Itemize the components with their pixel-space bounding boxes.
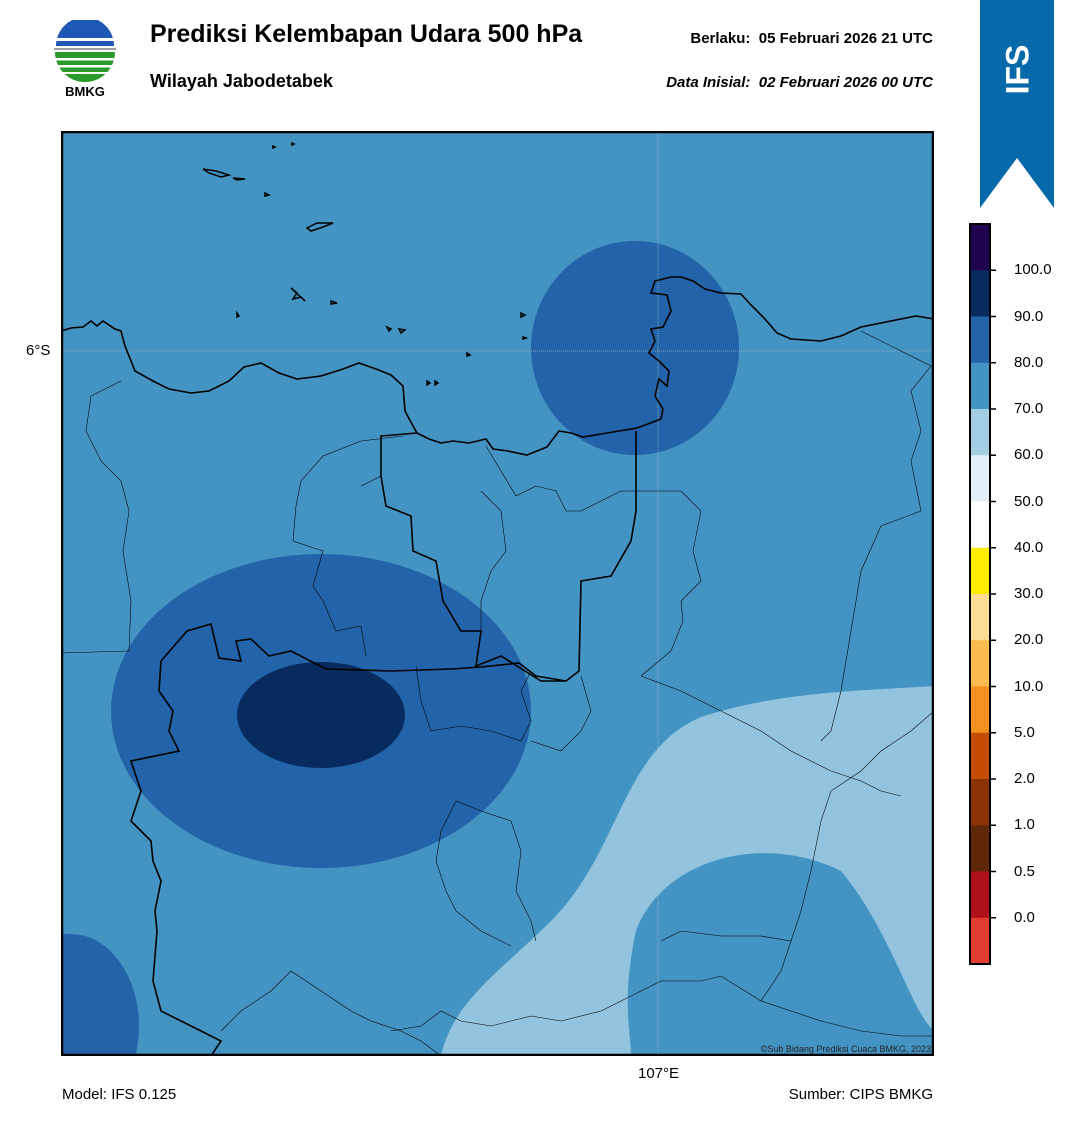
colorbar-segment (970, 455, 990, 502)
colorbar-tick-label: 50.0 (1014, 492, 1044, 510)
colorbar-segment (970, 594, 990, 641)
island (434, 379, 440, 387)
init-time: Data Inisial: 02 Februari 2026 00 UTC (666, 74, 933, 91)
regency-boundary (292, 435, 404, 657)
island (232, 177, 246, 181)
regency-boundary (61, 380, 132, 654)
colorbar-tick-label: 0.0 (1014, 908, 1035, 926)
model-info: Model: IFS 0.125 (62, 1086, 177, 1103)
colorbar-segment (970, 270, 990, 317)
island (291, 141, 296, 147)
island (522, 335, 529, 341)
regency-boundary (480, 490, 507, 631)
province-boundary (380, 431, 637, 682)
colorbar-segment (970, 547, 990, 595)
colorbar-segment (970, 871, 990, 919)
colorbar-segment (970, 686, 990, 734)
map-title: Prediksi Kelembapan Udara 500 hPa (150, 20, 583, 48)
colorbar-tick-label: 70.0 (1014, 400, 1044, 417)
colorbar-segment (970, 316, 990, 364)
map-frame (60, 130, 935, 1057)
valid-value: 05 Februari 2026 21 UTC (758, 30, 933, 47)
regency-boundary (640, 675, 902, 797)
colorbar-segment (970, 640, 990, 687)
humidity-field-80-90-corner (61, 934, 139, 1056)
bmkg-logo-icon (54, 17, 116, 82)
colorbar-segment (970, 779, 990, 826)
regency-boundary (370, 1020, 442, 1056)
colorbar-segment (970, 224, 990, 271)
coastline (61, 276, 934, 456)
colorbar-tick-label: 100.0 (1014, 261, 1052, 279)
regency-boundary (760, 710, 934, 1002)
humidity-field-80-90-northeast (531, 241, 739, 455)
island (202, 168, 232, 178)
island (290, 287, 306, 302)
colorbar-tick-label: 20.0 (1014, 631, 1044, 649)
logo-text: BMKG (65, 84, 105, 99)
colorbar-tick-label: 5.0 (1014, 723, 1035, 741)
regency-boundary (415, 665, 532, 742)
colorbar-segment (970, 409, 990, 456)
regency-boundary (390, 1010, 602, 1032)
colorbar-tick-label: 80.0 (1014, 353, 1044, 371)
map-subtitle: Wilayah Jabodetabek (150, 71, 333, 91)
island (466, 351, 472, 358)
model-ribbon: IFS (980, 0, 1054, 208)
island (264, 191, 272, 197)
colorbar-segment (970, 362, 990, 410)
island (520, 311, 527, 319)
init-value: 02 Februari 2026 00 UTC (758, 74, 933, 91)
valid-time: Berlaku: 05 Februari 2026 21 UTC (690, 30, 933, 47)
colorbar-tick-label: 2.0 (1014, 770, 1035, 787)
colorbar-tick-label: 90.0 (1014, 307, 1044, 325)
regency-boundary (455, 800, 537, 942)
province-boundary-west (129, 660, 223, 1056)
colorbar (968, 222, 1028, 967)
regency-boundary (360, 475, 382, 487)
colorbar-tick-label: 1.0 (1014, 816, 1035, 834)
colorbar-segment (970, 732, 990, 780)
island (385, 325, 393, 333)
island (330, 299, 338, 305)
regency-boundary (600, 975, 762, 1012)
humidity-field-90-100 (237, 662, 405, 768)
init-label: Data Inisial: (666, 74, 751, 91)
island (305, 222, 334, 232)
bmkg-logo: BMKG (52, 17, 118, 102)
regency-boundary (660, 930, 792, 942)
colorbar-tick-label: 40.0 (1014, 538, 1044, 556)
latitude-label: 6°S (26, 342, 51, 359)
colorbar-tick-label: 0.5 (1014, 862, 1035, 880)
island (426, 379, 432, 387)
regency-boundary (580, 490, 702, 677)
source-info: Sumber: CIPS BMKG (788, 1086, 933, 1103)
valid-label: Berlaku: (690, 30, 751, 47)
island (236, 310, 241, 319)
colorbar-tick-label: 30.0 (1014, 585, 1044, 602)
longitude-label: 107°E (638, 1065, 680, 1082)
colorbar-tick-label: 10.0 (1014, 677, 1044, 695)
colorbar-segment (970, 825, 990, 872)
colorbar-tick-label: 60.0 (1014, 446, 1044, 464)
island (397, 328, 407, 335)
humidity-map (60, 130, 935, 1057)
regency-boundary (220, 970, 372, 1032)
colorbar-segment (970, 917, 990, 965)
regency-boundary (530, 675, 592, 752)
ribbon-text: IFS (999, 44, 1036, 95)
regency-boundary (760, 1000, 934, 1037)
island (272, 144, 277, 150)
colorbar-segment (970, 501, 990, 549)
regency-boundary (820, 330, 932, 742)
regency-boundary (435, 800, 512, 947)
regency-boundary (485, 445, 581, 512)
copyright-text: ©Sub Bidang Prediksi Cuaca BMKG, 2023 (760, 1044, 931, 1054)
province-boundary-south (160, 622, 567, 682)
humidity-field-60-70 (441, 686, 934, 1056)
